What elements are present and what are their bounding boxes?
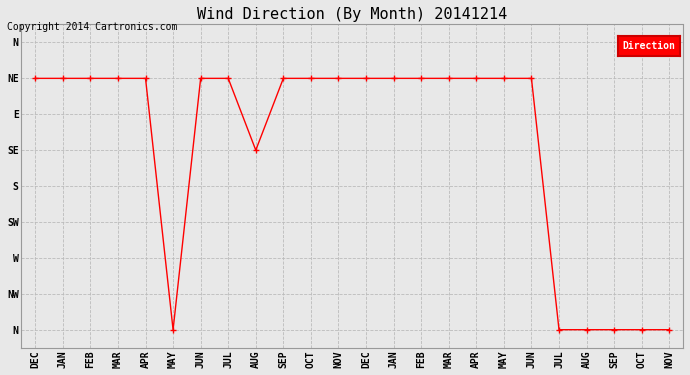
Title: Wind Direction (By Month) 20141214: Wind Direction (By Month) 20141214 <box>197 7 507 22</box>
Text: Direction: Direction <box>622 41 675 51</box>
Text: Copyright 2014 Cartronics.com: Copyright 2014 Cartronics.com <box>7 22 177 32</box>
